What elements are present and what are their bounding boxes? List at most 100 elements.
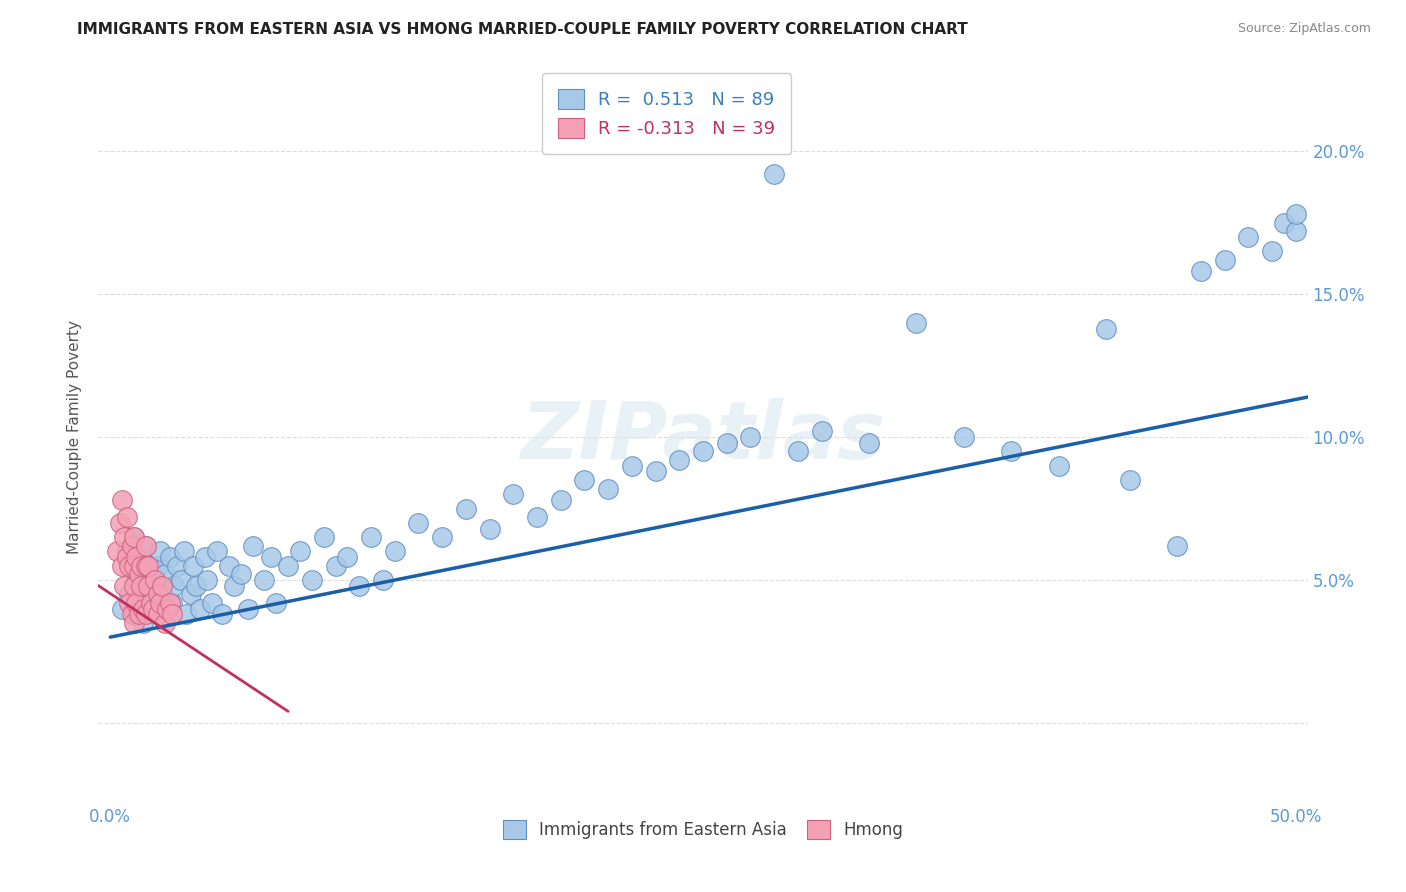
Point [264, 596, 287, 610]
Point [260, 550, 283, 565]
Point [125, 573, 148, 587]
Point [644, 464, 666, 478]
Point [336, 550, 359, 565]
Point [142, 587, 165, 601]
Point [132, 601, 155, 615]
Point [763, 167, 786, 181]
Point [526, 510, 548, 524]
Point [156, 601, 179, 615]
Point [114, 530, 136, 544]
Point [371, 573, 394, 587]
Point [125, 596, 148, 610]
Point [1095, 321, 1118, 335]
Point [692, 444, 714, 458]
Point [135, 607, 157, 622]
Point [156, 601, 179, 615]
Point [122, 530, 145, 544]
Point [122, 558, 145, 573]
Point [146, 607, 169, 622]
Point [135, 539, 157, 553]
Point [301, 573, 323, 587]
Point [229, 567, 252, 582]
Point [149, 596, 172, 610]
Point [194, 550, 217, 565]
Point [184, 579, 207, 593]
Point [132, 615, 155, 630]
Point [1213, 252, 1236, 267]
Point [598, 482, 620, 496]
Point [129, 550, 152, 565]
Point [121, 539, 143, 553]
Point [174, 607, 197, 622]
Point [128, 567, 150, 582]
Point [253, 573, 276, 587]
Point [740, 430, 762, 444]
Point [121, 607, 143, 622]
Point [108, 516, 131, 530]
Point [432, 530, 454, 544]
Point [160, 607, 183, 622]
Point [146, 558, 169, 573]
Point [152, 579, 174, 593]
Point [222, 579, 245, 593]
Point [1285, 207, 1308, 221]
Point [197, 573, 219, 587]
Text: Source: ZipAtlas.com: Source: ZipAtlas.com [1237, 22, 1371, 36]
Point [360, 530, 382, 544]
Point [143, 573, 166, 587]
Point [454, 501, 477, 516]
Point [180, 587, 202, 601]
Point [135, 558, 157, 573]
Point [1189, 264, 1212, 278]
Point [347, 579, 370, 593]
Point [211, 607, 233, 622]
Point [408, 516, 430, 530]
Point [1047, 458, 1070, 473]
Point [205, 544, 228, 558]
Point [122, 615, 145, 630]
Point [478, 521, 501, 535]
Point [550, 492, 572, 507]
Text: IMMIGRANTS FROM EASTERN ASIA VS HMONG MARRIED-COUPLE FAMILY POVERTY CORRELATION : IMMIGRANTS FROM EASTERN ASIA VS HMONG MA… [77, 22, 969, 37]
Point [115, 550, 138, 565]
Point [1261, 244, 1284, 259]
Point [136, 579, 159, 593]
Point [620, 458, 643, 473]
Point [1237, 230, 1260, 244]
Point [858, 435, 880, 450]
Point [136, 558, 159, 573]
Point [810, 425, 832, 439]
Point [153, 615, 176, 630]
Point [952, 430, 974, 444]
Point [111, 601, 134, 615]
Point [152, 587, 174, 601]
Point [129, 579, 152, 593]
Point [115, 544, 138, 558]
Point [218, 558, 240, 573]
Point [122, 530, 145, 544]
Point [716, 435, 738, 450]
Point [325, 558, 347, 573]
Point [118, 596, 141, 610]
Point [1272, 216, 1295, 230]
Point [135, 579, 157, 593]
Point [142, 601, 165, 615]
Point [1000, 444, 1022, 458]
Point [905, 316, 928, 330]
Point [181, 558, 204, 573]
Point [159, 596, 181, 610]
Point [135, 539, 157, 553]
Point [242, 539, 264, 553]
Point [190, 601, 212, 615]
Point [288, 544, 311, 558]
Point [574, 473, 596, 487]
Point [1166, 539, 1188, 553]
Point [160, 596, 183, 610]
Point [105, 544, 128, 558]
Point [111, 492, 134, 507]
Point [159, 550, 181, 565]
Point [146, 587, 169, 601]
Point [786, 444, 808, 458]
Legend: Immigrants from Eastern Asia, Hmong: Immigrants from Eastern Asia, Hmong [496, 814, 910, 846]
Point [163, 579, 186, 593]
